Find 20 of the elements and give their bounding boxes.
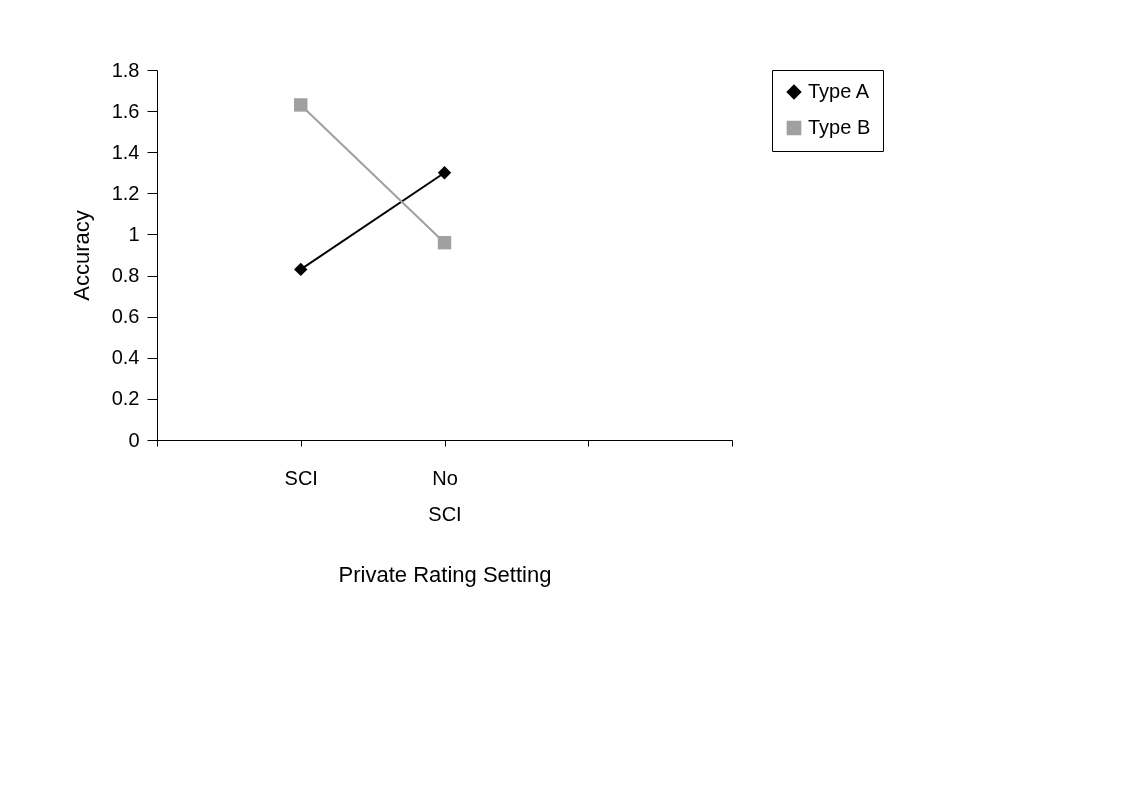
y-tick-label: 1.4	[111, 140, 140, 163]
x-tick-label: SCI	[284, 466, 318, 489]
y-tick-label: 0.4	[111, 346, 140, 369]
y-tick-label: 1.8	[111, 58, 140, 81]
point	[294, 98, 308, 112]
y-tick-label: 0.8	[111, 264, 140, 287]
y-tick-label: 1	[128, 222, 140, 245]
y-axis-title: Accuracy	[68, 210, 94, 301]
x-axis-title: Private Rating Setting	[338, 561, 552, 587]
point	[437, 235, 452, 250]
y-tick-label: 0	[128, 428, 140, 451]
y-tick-label: 0.6	[111, 305, 140, 328]
point	[437, 166, 452, 180]
y-tick-label: 1.6	[111, 99, 140, 122]
legend-label: Type B	[808, 116, 871, 138]
legend-label: Type A	[808, 80, 870, 102]
x-tick-label: No SCI	[428, 466, 462, 525]
y-tick-label: 0.2	[111, 387, 140, 410]
point	[294, 262, 308, 277]
y-tick-label: 1.2	[111, 181, 140, 204]
